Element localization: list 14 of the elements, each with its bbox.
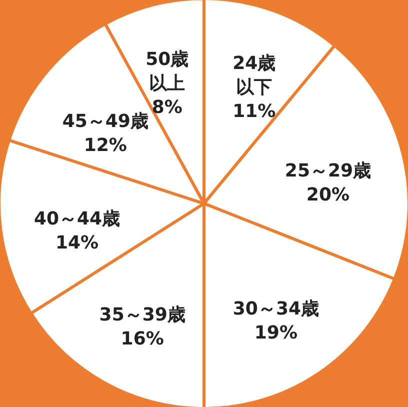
- slice-label: 45～49歳: [62, 110, 148, 132]
- slice-label: 50歳以上: [146, 49, 189, 94]
- data-label: 19%: [254, 322, 298, 344]
- slice-label: 25～29歳: [284, 160, 372, 182]
- slice-label: 40～44歳: [34, 208, 120, 230]
- data-label: 11%: [232, 101, 276, 122]
- data-label: 16%: [120, 328, 164, 350]
- data-label: 12%: [84, 134, 127, 156]
- slice-label: 35～39歳: [99, 304, 186, 326]
- data-label: 14%: [55, 232, 99, 254]
- data-label: 8%: [152, 97, 182, 118]
- slice-label: 24歳以下: [232, 53, 276, 98]
- data-label: 20%: [306, 184, 350, 206]
- slice-label: 30～34歳: [232, 298, 319, 320]
